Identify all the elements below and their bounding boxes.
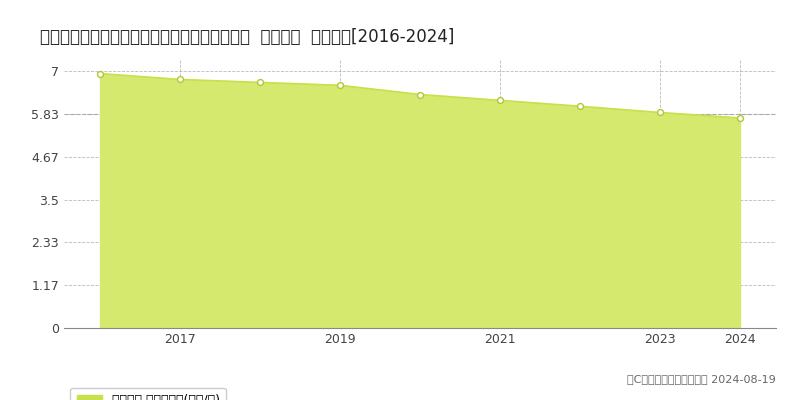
Point: [574, 103, 586, 110]
Point: [254, 79, 266, 86]
Point: [414, 91, 426, 98]
Point: [94, 70, 106, 77]
Point: [494, 97, 506, 104]
Point: [174, 76, 186, 83]
Text: （C）土地価格ドットコム 2024-08-19: （C）土地価格ドットコム 2024-08-19: [627, 374, 776, 384]
Legend: 地価公示 平均坪単価(万円/坪): 地価公示 平均坪単価(万円/坪): [70, 388, 226, 400]
Point: [334, 82, 346, 88]
Point: [734, 115, 746, 121]
Point: [654, 109, 666, 116]
Text: 栃木県栃木市西方町金崎字木ノ下２８８番１外  地価公示  地価推移[2016-2024]: 栃木県栃木市西方町金崎字木ノ下２８８番１外 地価公示 地価推移[2016-202…: [40, 28, 454, 46]
